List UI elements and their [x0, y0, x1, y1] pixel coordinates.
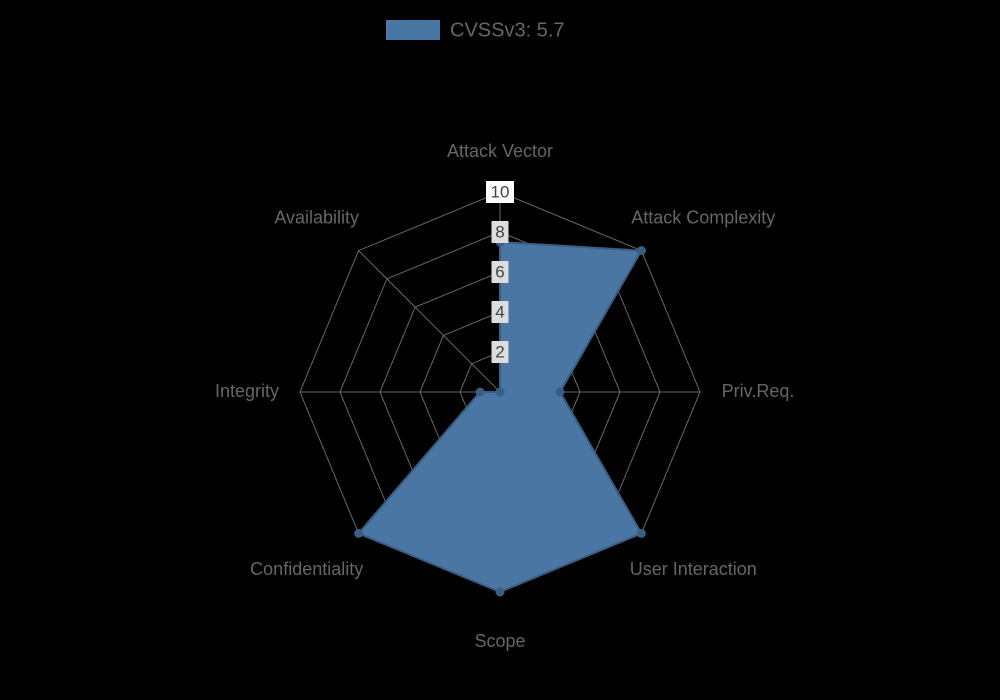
series-marker [354, 529, 363, 538]
legend-label: CVSSv3: 5.7 [450, 19, 565, 41]
tick-label: 4 [495, 302, 504, 321]
series-marker [637, 529, 646, 538]
axis-label: Attack Complexity [631, 207, 775, 227]
tick-label: 6 [495, 262, 504, 281]
axis-label: Integrity [215, 381, 279, 401]
series-marker [496, 388, 505, 397]
series-marker [496, 588, 505, 597]
radar-chart-container: Attack Vector Attack Complexity Priv.Req. U… [0, 0, 1000, 700]
tick-label: 2 [495, 342, 504, 361]
radar-chart-svg: Attack Vector Attack Complexity Priv.Req. U… [0, 0, 1000, 700]
axis-label: Confidentiality [250, 559, 363, 579]
tick-label: 10 [491, 182, 510, 201]
axis-label: Availability [274, 207, 359, 227]
series-marker [476, 388, 485, 397]
axis-label: User Interaction [630, 559, 757, 579]
series-area [359, 242, 642, 592]
tick-label: 8 [495, 222, 504, 241]
axis-label: Priv.Req. [722, 381, 795, 401]
series-marker [556, 388, 565, 397]
axis-label: Attack Vector [447, 141, 553, 161]
legend-swatch [386, 20, 440, 40]
series-marker [637, 246, 646, 255]
legend: CVSSv3: 5.7 [386, 19, 565, 41]
axis-label: Scope [474, 631, 525, 651]
